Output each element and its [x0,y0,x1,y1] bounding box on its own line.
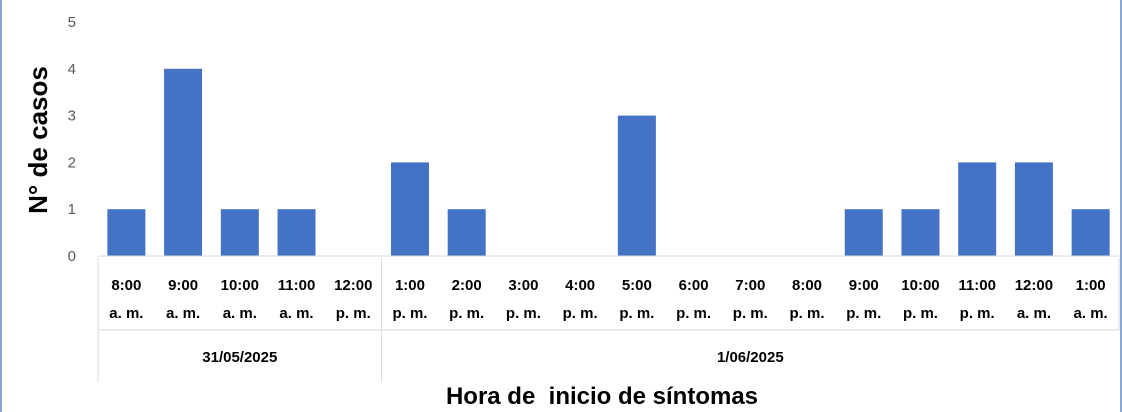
bar [107,209,146,256]
x-tick-label-period: p. m. [619,305,654,322]
x-tick-label-time: 9:00 [168,277,198,294]
x-tick-label-period: p. m. [903,305,938,322]
bars-group [107,68,1110,256]
bar [390,162,429,256]
x-tick-label-time: 10:00 [901,277,939,294]
bar [901,209,940,256]
x-tick-label-period: p. m. [563,305,598,322]
bar [220,209,259,256]
y-tick-label: 5 [68,14,76,31]
x-tick-label-time: 5:00 [622,277,652,294]
bar [164,68,203,256]
x-tick-label-period: p. m. [733,305,768,322]
x-tick-label-time: 4:00 [565,277,595,294]
y-axis-ticks: 0 1 2 3 4 5 [68,14,76,265]
x-tick-label-time: 12:00 [334,277,372,294]
x-tick-label-time: 8:00 [111,277,141,294]
date-group-labels: 31/05/2025 1/06/2025 [202,349,783,366]
x-tick-label-time: 8:00 [792,277,822,294]
date-group-label: 31/05/2025 [202,349,277,366]
bar [958,162,997,256]
x-tick-label-period: a. m. [109,305,143,322]
x-tick-label-time: 10:00 [221,277,259,294]
x-tick-label-period: a. m. [1017,305,1051,322]
x-tick-label-period: p. m. [846,305,881,322]
bar [1014,162,1053,256]
y-axis-title: N° de casos [23,66,53,214]
x-tick-label-time: 11:00 [278,277,316,294]
x-tick-label-period: p. m. [676,305,711,322]
bar [844,209,883,256]
y-tick-label: 3 [68,108,76,125]
x-axis-tick-labels: 8:00 a. m. 9:00 a. m. 10:00 a. m. 11:00 a. m. 12… [109,277,1107,322]
x-tick-label-period: a. m. [223,305,257,322]
x-tick-label-time: 1:00 [395,277,425,294]
bar [277,209,316,256]
x-tick-label-period: a. m. [166,305,200,322]
date-group-separators [97,258,1120,382]
x-tick-label-period: p. m. [790,305,825,322]
x-tick-label-period: p. m. [506,305,541,322]
x-tick-label-time: 7:00 [735,277,765,294]
date-group-label: 1/06/2025 [717,349,784,366]
y-tick-label: 2 [68,154,76,171]
y-tick-label: 4 [68,61,76,78]
x-tick-label-period: p. m. [336,305,371,322]
bar [447,209,486,256]
bar [1071,209,1110,256]
x-tick-label-period: a. m. [279,305,313,322]
x-tick-label-time: 3:00 [508,277,538,294]
x-tick-label-period: p. m. [392,305,427,322]
y-tick-label: 1 [68,201,76,218]
x-tick-label-period: p. m. [960,305,995,322]
x-tick-label-time: 9:00 [849,277,879,294]
x-tick-label-time: 11:00 [958,277,996,294]
bar [617,115,656,256]
x-tick-label-time: 2:00 [452,277,482,294]
y-tick-label: 0 [68,248,76,265]
x-axis-title: Hora de inicio de síntomas [446,383,758,410]
x-tick-label-period: p. m. [449,305,484,322]
x-tick-label-time: 6:00 [679,277,709,294]
x-tick-label-period: a. m. [1074,305,1108,322]
x-tick-label-time: 12:00 [1015,277,1053,294]
x-tick-label-time: 1:00 [1076,277,1106,294]
